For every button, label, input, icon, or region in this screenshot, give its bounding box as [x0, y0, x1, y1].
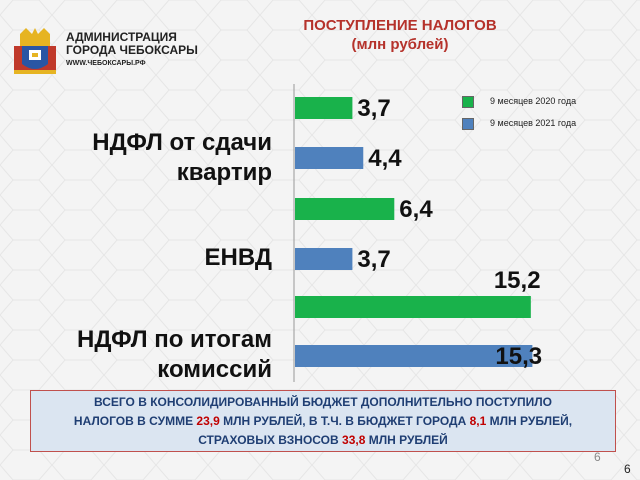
summary-total-value: 23,9	[196, 414, 220, 428]
legend-swatch-2021	[462, 118, 474, 130]
slide-title: ПОСТУПЛЕНИЕ НАЛОГОВ (млн рублей)	[250, 16, 550, 54]
data-label-2021-cat0: 4,4	[368, 145, 402, 172]
bar-2021-cat2	[295, 345, 533, 367]
org-name: АДМИНИСТРАЦИЯ ГОРОДА ЧЕБОКСАРЫ	[66, 31, 198, 57]
legend-swatch-2020	[462, 96, 474, 108]
category-label-envd: ЕНВД	[205, 243, 272, 273]
category-label-line2: комиссий	[157, 356, 272, 383]
data-label-2020-cat0: 3,7	[357, 95, 390, 122]
category-label-rental-ndfl: НДФЛ от сдачи квартир	[92, 128, 272, 188]
header: АДМИНИСТРАЦИЯ ГОРОДА ЧЕБОКСАРЫ WWW.ЧЕБОК…	[0, 0, 640, 80]
bar-2020-cat1	[295, 198, 395, 220]
city-emblem-icon	[14, 28, 56, 74]
org-name-line1: АДМИНИСТРАЦИЯ	[66, 30, 177, 44]
org-name-line2: ГОРОДА ЧЕБОКСАРЫ	[66, 43, 198, 57]
data-label-2020-cat1: 6,4	[399, 196, 433, 223]
page-number-shadow: 6	[594, 450, 601, 464]
summary-text: МЛН РУБЛЕЙ	[365, 433, 448, 447]
category-label-line1: НДФЛ от сдачи	[92, 129, 272, 156]
legend-label-2020: 9 месяцев 2020 года	[490, 96, 577, 106]
category-label-line1: НДФЛ по итогам	[77, 326, 272, 353]
data-label-2021-cat1: 3,7	[357, 246, 390, 273]
summary-note-line3: СТРАХОВЫХ ВЗНОСОВ 33,8 МЛН РУБЛЕЙ	[31, 431, 615, 450]
data-label-2020-cat2: 15,2	[494, 267, 541, 294]
category-label-line2: квартир	[176, 159, 272, 186]
bar-2020-cat2	[295, 296, 531, 318]
bar-2021-cat0	[295, 147, 364, 169]
slide-title-line2: (млн рублей)	[351, 36, 449, 53]
summary-insurance-value: 33,8	[342, 433, 366, 447]
slide-title-line1: ПОСТУПЛЕНИЕ НАЛОГОВ	[303, 17, 497, 34]
summary-text: МЛН РУБЛЕЙ, В Т.Ч. В БЮДЖЕТ ГОРОДА	[219, 414, 470, 428]
summary-city-value: 8,1	[469, 414, 487, 428]
summary-note-line2: НАЛОГОВ В СУММЕ 23,9 МЛН РУБЛЕЙ, В Т.Ч. …	[31, 412, 615, 431]
org-url: WWW.ЧЕБОКСАРЫ.РФ	[66, 60, 146, 67]
legend-label-2021: 9 месяцев 2021 года	[490, 118, 577, 128]
bar-2021-cat1	[295, 248, 353, 270]
summary-note: ВСЕГО В КОНСОЛИДИРОВАННЫЙ БЮДЖЕТ ДОПОЛНИ…	[30, 390, 616, 452]
category-label-commission-ndfl: НДФЛ по итогам комиссий	[77, 325, 272, 385]
data-label-2021-cat2: 15,3	[495, 343, 542, 370]
category-label-line1: ЕНВД	[204, 244, 272, 271]
summary-text: СТРАХОВЫХ ВЗНОСОВ	[198, 433, 343, 447]
summary-text: МЛН РУБЛЕЙ,	[486, 414, 573, 428]
summary-text: НАЛОГОВ В СУММЕ	[73, 414, 197, 428]
bar-2020-cat0	[295, 97, 353, 119]
page-number: 6	[624, 462, 631, 476]
summary-note-line1: ВСЕГО В КОНСОЛИДИРОВАННЫЙ БЮДЖЕТ ДОПОЛНИ…	[94, 395, 552, 409]
